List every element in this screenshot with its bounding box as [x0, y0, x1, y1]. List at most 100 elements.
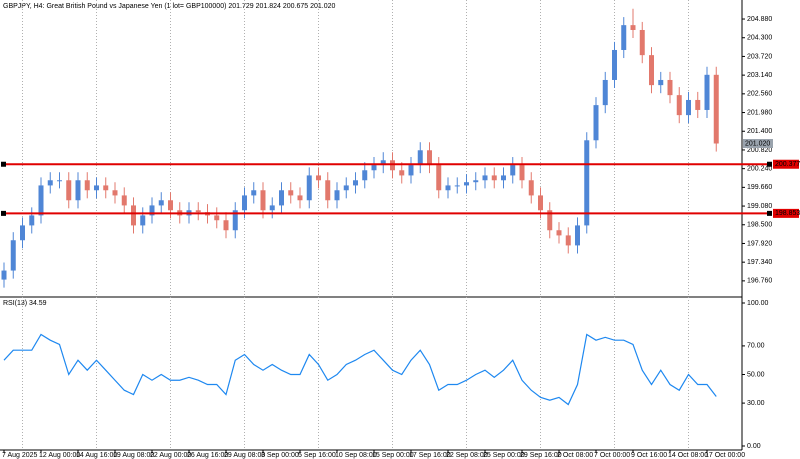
- x-tick-label: 2 Oct 08:00: [557, 452, 593, 459]
- y-tick-label: 198.500: [747, 222, 772, 229]
- candle-body: [149, 205, 155, 216]
- y-tick-label: 203.720: [747, 53, 772, 60]
- candle-body: [334, 190, 340, 201]
- candle-body: [353, 180, 358, 186]
- candle-body: [288, 190, 294, 196]
- candle-body: [390, 160, 395, 171]
- rsi-line: [3, 333, 717, 406]
- candle-body: [408, 165, 414, 176]
- candle-body: [214, 215, 220, 221]
- x-tick-label: 12 Aug 00:00: [39, 452, 80, 459]
- candle-body: [584, 140, 590, 226]
- candle-body: [371, 165, 377, 171]
- candle-body: [140, 215, 146, 226]
- candle-body: [695, 99, 701, 110]
- candle-body: [538, 195, 543, 211]
- candle-body: [649, 55, 654, 86]
- candle-body: [676, 95, 682, 116]
- x-tick-label: 26 Aug 16:00: [187, 452, 228, 459]
- candle-body: [75, 180, 81, 201]
- candle-body: [639, 29, 645, 56]
- candle-body: [158, 200, 164, 206]
- candle-body: [316, 175, 321, 181]
- candle-body: [556, 230, 562, 236]
- x-tick-label: 7 Aug 2025: [2, 452, 38, 459]
- candle-body: [260, 190, 266, 211]
- candle-body: [279, 190, 284, 206]
- candle-body: [686, 99, 691, 116]
- candle-body: [399, 170, 405, 176]
- candle-body: [66, 180, 72, 201]
- y-tick-label: 201.980: [747, 109, 772, 116]
- price-label: 200.377: [775, 161, 800, 168]
- y-tick-label: 100.00: [747, 300, 769, 307]
- candle-body: [325, 180, 331, 201]
- candle-body: [417, 150, 423, 166]
- y-tick-label: 201.400: [747, 128, 772, 135]
- candle-body: [57, 180, 62, 182]
- candle-body: [593, 105, 599, 141]
- candle-body: [547, 210, 553, 231]
- y-tick-label: 203.140: [747, 72, 772, 79]
- current-price-box: [743, 139, 773, 149]
- candle-body: [445, 185, 451, 191]
- candle-body: [38, 185, 44, 216]
- candle-body: [565, 235, 571, 246]
- candle-body: [528, 180, 534, 196]
- x-tick-label: 29 Sep 16:00: [520, 452, 562, 459]
- candle-body: [575, 225, 580, 246]
- candle-body: [10, 240, 16, 271]
- candle-body: [454, 185, 460, 187]
- y-tick-label: 199.660: [747, 184, 772, 191]
- candle-body: [297, 195, 303, 201]
- candle-body: [667, 79, 673, 96]
- candle-body: [121, 195, 127, 206]
- candle-body: [491, 175, 497, 181]
- rsi-title: RSI(13) 34.59: [3, 300, 47, 307]
- x-tick-label: 9 Oct 16:00: [631, 452, 667, 459]
- y-tick-label: 197.920: [747, 240, 772, 247]
- y-tick-label: 70.00: [747, 343, 765, 350]
- y-tick-label: 0.00: [747, 443, 761, 450]
- y-tick-label: 196.760: [747, 278, 772, 285]
- candle-body: [482, 175, 488, 181]
- candle-body: [223, 220, 229, 231]
- candle-body: [621, 25, 627, 50]
- x-tick-label: 7 Oct 00:00: [594, 452, 630, 459]
- candle-body: [94, 185, 99, 191]
- candle-body: [658, 79, 664, 86]
- candle-body: [168, 200, 173, 211]
- candle-body: [602, 79, 608, 106]
- x-tick-label: 14 Oct 08:00: [668, 452, 708, 459]
- x-tick-label: 19 Aug 08:00: [113, 452, 154, 459]
- candle-body: [306, 175, 312, 201]
- candle-body: [47, 180, 53, 186]
- candle-body: [704, 74, 710, 110]
- candle-body: [84, 180, 90, 191]
- candle-body: [510, 165, 516, 176]
- y-tick-label: 200.240: [747, 165, 772, 172]
- x-tick-label: 22 Aug 00:00: [150, 452, 191, 459]
- x-tick-label: 5 Sep 16:00: [298, 452, 336, 459]
- candle-body: [251, 190, 257, 196]
- candle-body: [427, 150, 432, 166]
- candle-body: [131, 205, 136, 226]
- candle-body: [464, 182, 469, 186]
- candle-body: [436, 165, 442, 191]
- price-label-box: [773, 159, 799, 169]
- x-tick-label: 15 Sep 00:00: [372, 452, 414, 459]
- candle-body: [29, 215, 35, 226]
- candle-body: [20, 225, 25, 241]
- chart-title: GBPJPY, H4: Great British Pound vs Japan…: [3, 3, 336, 10]
- candle-body: [713, 74, 719, 144]
- line-handle: [767, 161, 772, 167]
- line-handle: [1, 210, 6, 216]
- candle-body: [612, 49, 617, 80]
- y-tick-label: 199.080: [747, 203, 772, 210]
- y-tick-label: 30.00: [747, 400, 765, 407]
- candle-body: [473, 180, 479, 183]
- x-tick-label: 22 Sep 08:00: [446, 452, 488, 459]
- candle-body: [195, 210, 201, 213]
